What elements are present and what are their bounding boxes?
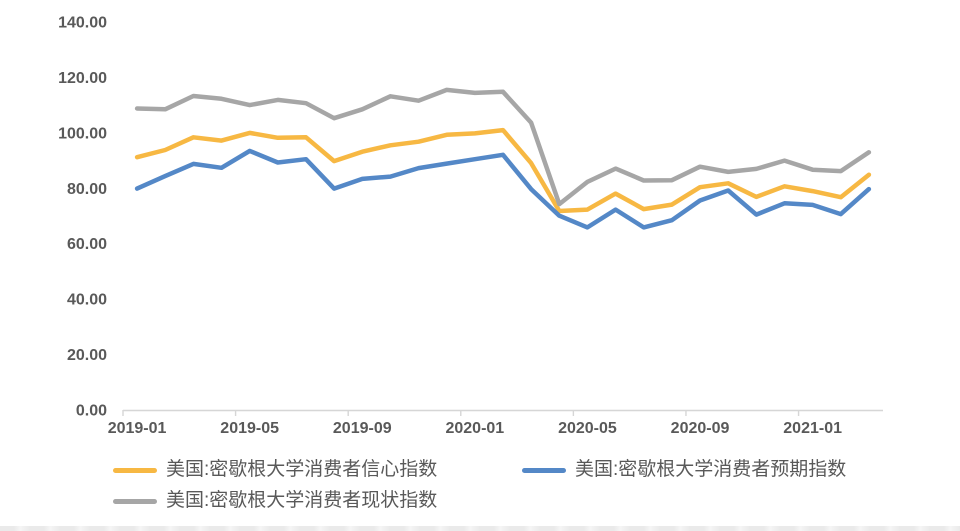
legend-swatch-expectations-index [522, 467, 566, 473]
legend-item-confidence-index: 美国:密歇根大学消费者信心指数 [113, 458, 437, 482]
y-axis-label-100.00: 100.00 [58, 125, 107, 142]
y-axis-label-120.00: 120.00 [58, 70, 107, 87]
series-line-1 [134, 148, 872, 230]
y-axis-label-40.00: 40.00 [67, 292, 107, 309]
legend-item-expectations-index: 美国:密歇根大学消费者预期指数 [522, 458, 846, 482]
legend-item-current-conditions-index: 美国:密歇根大学消费者现状指数 [113, 489, 437, 513]
x-axis-label-2019-05: 2019-05 [220, 420, 279, 437]
series-line-0 [134, 127, 872, 214]
cropped-content-artifact [0, 526, 960, 531]
x-axis-label-2021-01: 2021-01 [783, 420, 842, 437]
chart-plot-area: 0.00 20.00 40.00 60.00 80.00 100.00 120.00 140.… [58, 15, 883, 437]
legend-swatch-confidence-index [113, 467, 157, 473]
x-axis-label-2019-01: 2019-01 [108, 420, 167, 437]
y-axis-label-0.00: 0.00 [76, 403, 107, 420]
x-axis-label-2020-09: 2020-09 [671, 420, 730, 437]
legend-label-expectations-index: 美国:密歇根大学消费者预期指数 [575, 459, 847, 480]
series-line-2 [134, 87, 872, 207]
x-axis-label-2020-05: 2020-05 [558, 420, 617, 437]
x-axis-label-2020-01: 2020-01 [445, 420, 504, 437]
y-axis-label-80.00: 80.00 [67, 181, 107, 198]
y-axis-label-20.00: 20.00 [67, 347, 107, 364]
x-axis-label-2019-09: 2019-09 [333, 420, 392, 437]
legend-swatch-current-conditions-index [113, 498, 157, 504]
y-axis-label-60.00: 60.00 [67, 236, 107, 253]
legend-label-confidence-index: 美国:密歇根大学消费者信心指数 [166, 459, 438, 480]
y-axis-label-140.00: 140.00 [58, 15, 107, 32]
legend-label-current-conditions-index: 美国:密歇根大学消费者现状指数 [166, 490, 438, 511]
